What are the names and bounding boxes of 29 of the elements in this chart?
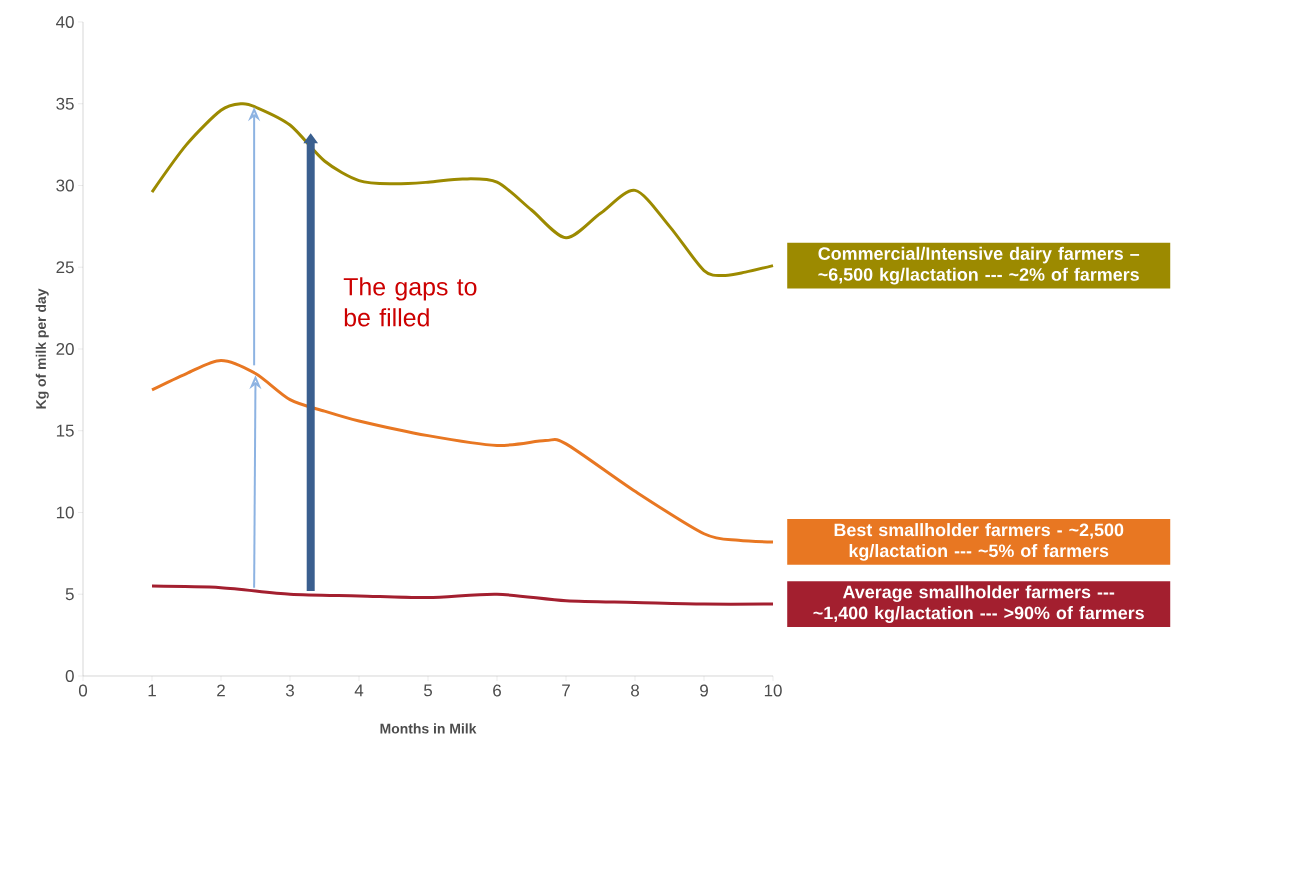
y-axis-title: Kg of milk per day [35, 288, 49, 409]
x-tick-label: 0 [78, 684, 88, 697]
x-tick-label: 10 [764, 684, 782, 697]
line-series [150, 584, 775, 606]
x-tick-label: 8 [631, 684, 639, 697]
text: Commercial/Intensive dairy farmers – ~6,500 kg/lactation --- ~2% of farmers [818, 246, 1140, 285]
y-tick-label: 20 [56, 342, 74, 355]
x-tick-label: 5 [423, 684, 433, 697]
y-tick-label: 30 [56, 179, 74, 192]
x-tick-label: 7 [562, 684, 570, 697]
line-series [150, 102, 775, 278]
y-tick-label: 0 [65, 670, 74, 682]
line-series [150, 358, 775, 544]
text: Average smallholder farmers --- ~1,400 kg/lactation --- >90% of farmers [813, 585, 1144, 623]
y-tick-label: 5 [65, 588, 74, 601]
x-tick-label: 9 [700, 684, 708, 697]
y-tick-label: 10 [56, 506, 74, 519]
text: Best smallholder farmers - ~2,500 kg/lactation --- ~5% of farmers [834, 523, 1124, 561]
x-tick-label: 6 [493, 684, 501, 697]
x-tick-label: 4 [354, 684, 364, 697]
x-tick-label: 1 [148, 684, 156, 697]
y-tick-label: 25 [56, 261, 74, 274]
x-tick-label: 2 [217, 684, 225, 697]
y-tick-label: 35 [56, 97, 74, 110]
x-tick-label: 3 [285, 684, 294, 697]
x-axis-title: Months in Milk [380, 723, 477, 734]
y-tick-label: 40 [56, 15, 74, 28]
y-tick-label: 15 [56, 424, 74, 437]
annotation: The gaps to be filled [343, 277, 477, 327]
